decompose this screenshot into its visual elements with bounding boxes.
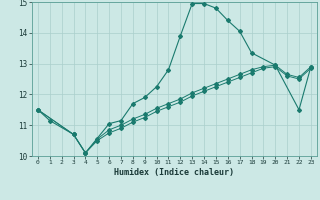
X-axis label: Humidex (Indice chaleur): Humidex (Indice chaleur)	[115, 168, 234, 177]
